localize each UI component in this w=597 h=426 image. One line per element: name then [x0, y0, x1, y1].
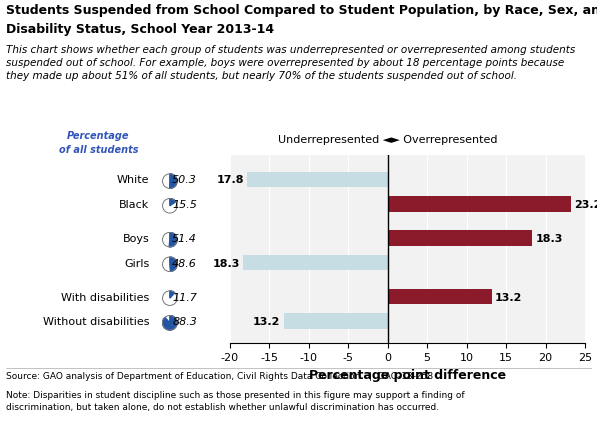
- Circle shape: [162, 233, 177, 248]
- Text: Percentage
of all students: Percentage of all students: [59, 131, 139, 154]
- Text: 17.8: 17.8: [217, 175, 244, 185]
- X-axis label: Percentage point difference: Percentage point difference: [309, 368, 506, 381]
- Circle shape: [162, 291, 177, 306]
- Circle shape: [162, 316, 177, 330]
- Text: With disabilities: With disabilities: [61, 292, 149, 302]
- Text: Boys: Boys: [122, 233, 149, 243]
- Bar: [387, 289, 492, 305]
- Text: This chart shows whether each group of students was underrepresented or overrepr: This chart shows whether each group of s…: [6, 45, 576, 81]
- Text: White: White: [117, 175, 149, 185]
- Wedge shape: [162, 316, 177, 330]
- Text: Note: Disparities in student discipline such as those presented in this figure m: Note: Disparities in student discipline …: [6, 390, 464, 411]
- Wedge shape: [170, 174, 177, 189]
- Wedge shape: [169, 233, 177, 248]
- Text: Students Suspended from School Compared to Student Population, by Race, Sex, and: Students Suspended from School Compared …: [6, 4, 597, 17]
- Wedge shape: [170, 199, 176, 206]
- Text: Disability Status, School Year 2013-14: Disability Status, School Year 2013-14: [6, 23, 274, 36]
- Text: 15.5: 15.5: [172, 200, 197, 210]
- Text: Underrepresented ◄► Overrepresented: Underrepresented ◄► Overrepresented: [278, 135, 497, 145]
- Wedge shape: [170, 257, 177, 272]
- Text: 13.2: 13.2: [495, 292, 522, 302]
- Text: Without disabilities: Without disabilities: [43, 317, 149, 326]
- Bar: [387, 197, 571, 212]
- Text: 51.4: 51.4: [172, 233, 197, 243]
- Text: 88.3: 88.3: [172, 317, 197, 326]
- Bar: [387, 231, 532, 246]
- Bar: [284, 314, 387, 329]
- Text: 18.3: 18.3: [536, 233, 563, 243]
- Text: 13.2: 13.2: [253, 317, 281, 326]
- Bar: [247, 173, 387, 188]
- Circle shape: [162, 199, 177, 213]
- Bar: [243, 255, 387, 271]
- Text: 11.7: 11.7: [172, 292, 197, 302]
- Text: Black: Black: [119, 200, 149, 210]
- Text: 23.2: 23.2: [574, 200, 597, 210]
- Wedge shape: [170, 291, 175, 299]
- Circle shape: [162, 174, 177, 189]
- Text: 18.3: 18.3: [213, 258, 240, 268]
- Text: 48.6: 48.6: [172, 258, 197, 268]
- Text: Girls: Girls: [124, 258, 149, 268]
- Circle shape: [162, 257, 177, 272]
- Text: Source: GAO analysis of Department of Education, Civil Rights Data Collection.  : Source: GAO analysis of Department of Ed…: [6, 371, 433, 380]
- Text: 50.3: 50.3: [172, 175, 197, 185]
